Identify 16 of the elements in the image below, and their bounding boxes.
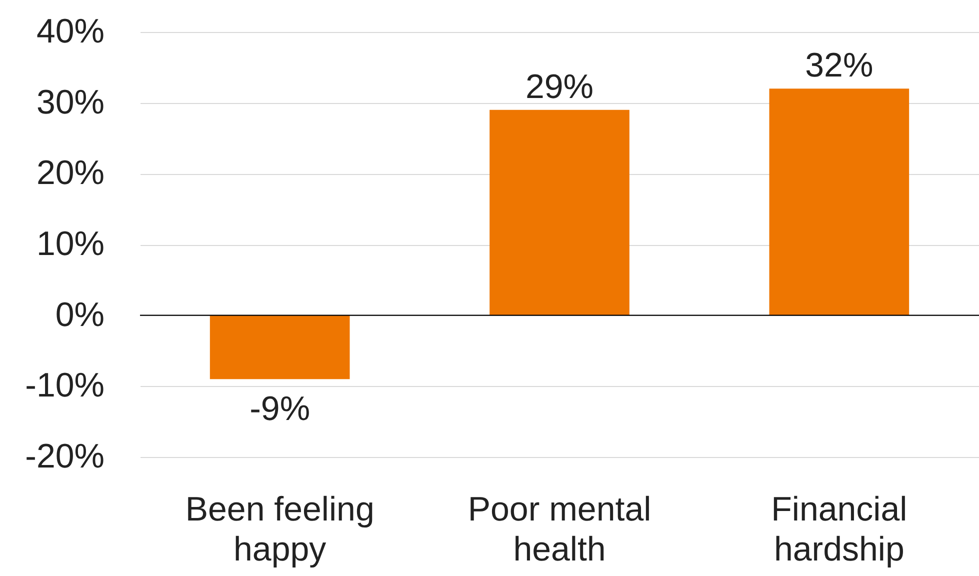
x-tick-label: Financial hardship xyxy=(771,490,908,568)
data-label: 29% xyxy=(525,68,594,106)
y-tick-label: 0% xyxy=(55,296,104,334)
bar xyxy=(210,315,350,380)
y-tick-label: 20% xyxy=(36,154,104,192)
bar xyxy=(769,88,910,316)
data-label: 32% xyxy=(805,46,874,85)
y-tick-label: 40% xyxy=(36,12,104,50)
data-label: -9% xyxy=(250,390,310,428)
x-tick-label: Poor mental health xyxy=(468,490,652,568)
y-tick-label: 10% xyxy=(36,225,104,263)
x-tick-label: Been feeling happy xyxy=(185,490,374,568)
bar xyxy=(490,110,630,316)
y-tick-label: -20% xyxy=(25,438,104,476)
y-tick-label: -10% xyxy=(25,366,104,405)
y-tick-label: 30% xyxy=(36,83,104,122)
